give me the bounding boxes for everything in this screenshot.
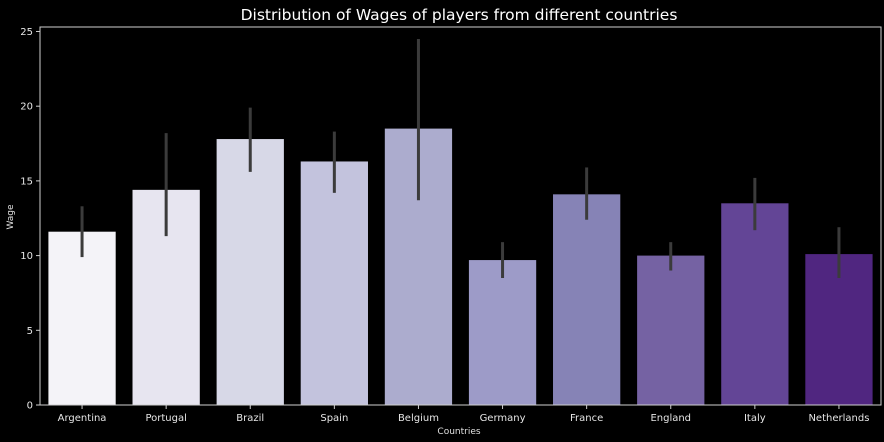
bar-brazil [216,139,284,405]
bar-netherlands [805,254,873,405]
y-tick-label: 5 [27,326,33,337]
x-tick-label: England [650,413,691,424]
x-tick-label: Belgium [398,413,439,424]
bar-france [553,194,621,405]
x-tick-label: Brazil [236,413,264,424]
bar-england [637,255,705,405]
y-axis-label: Wage [6,204,16,230]
y-tick-label: 15 [20,176,33,187]
bar-spain [300,161,368,405]
x-tick-label: Germany [480,413,526,424]
x-tick-label: Argentina [58,413,107,424]
y-tick-label: 25 [20,27,33,38]
y-tick-label: 0 [27,401,33,412]
y-tick-label: 20 [20,102,33,113]
bar-germany [468,260,537,405]
x-tick-label: Portugal [145,413,186,424]
chart-title: Distribution of Wages of players from di… [241,6,678,24]
plot-area: 0 5 10 15 20 25 Argentina Portugal Brazil Spain Be… [20,26,882,424]
x-axis-label: Countries [437,427,480,437]
x-tick-label: Italy [744,413,766,424]
x-tick-label: Spain [320,413,348,424]
bar-argentina [48,231,116,405]
y-tick-label: 10 [20,251,33,262]
x-tick-label: France [570,413,603,424]
bar-italy [721,203,789,405]
axes-frame [39,26,882,406]
x-tick-label: Netherlands [808,413,869,424]
